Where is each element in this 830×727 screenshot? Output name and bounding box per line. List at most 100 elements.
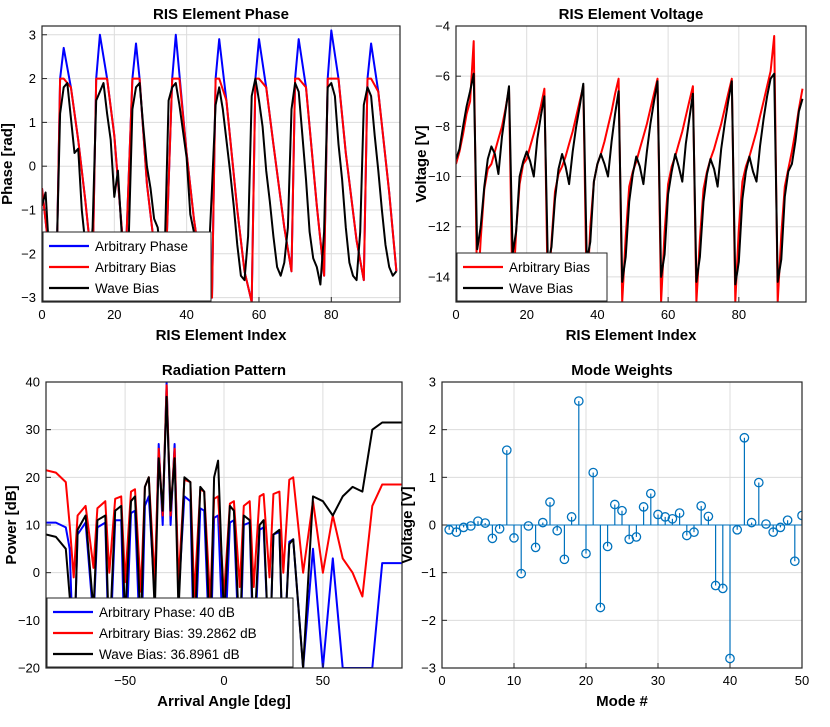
stem-marker bbox=[537, 517, 548, 528]
x-tick-label: −50 bbox=[114, 673, 136, 688]
y-tick-label: 3 bbox=[29, 27, 36, 42]
x-axis-label: Arrival Angle [deg] bbox=[157, 693, 291, 710]
chart-title: RIS Element Phase bbox=[153, 6, 289, 23]
y-tick-label: 1 bbox=[29, 115, 36, 130]
legend: Arbitrary Bias Wave Bias bbox=[456, 252, 608, 302]
x-tick-label: 80 bbox=[732, 307, 746, 322]
legend-label: Arbitrary Phase: 40 dB bbox=[99, 605, 235, 620]
x-tick-label: 40 bbox=[590, 307, 604, 322]
stem-marker bbox=[689, 527, 699, 538]
y-tick-label: −10 bbox=[18, 613, 40, 628]
stem-marker bbox=[566, 512, 577, 522]
stem-marker bbox=[573, 396, 584, 406]
stem-marker bbox=[588, 467, 599, 478]
stem-marker bbox=[703, 511, 714, 522]
y-tick-label: 2 bbox=[429, 422, 436, 437]
stem-marker bbox=[660, 512, 671, 522]
y-tick-label: −3 bbox=[21, 290, 36, 305]
stem-marker bbox=[753, 477, 764, 488]
stem-marker bbox=[552, 525, 563, 536]
stem-marker bbox=[638, 502, 649, 512]
axes-box bbox=[41, 25, 401, 303]
stem-marker bbox=[782, 515, 793, 526]
x-tick-label: 60 bbox=[252, 307, 266, 322]
y-tick-label: −6 bbox=[435, 69, 450, 84]
stem-marker bbox=[523, 521, 534, 531]
stem-marker bbox=[696, 501, 707, 511]
y-tick-label: 0 bbox=[29, 159, 36, 174]
x-axis-label: RIS Element Index bbox=[156, 327, 288, 344]
stem-marker bbox=[732, 524, 743, 535]
stem-marker bbox=[516, 568, 527, 579]
series-group bbox=[442, 396, 802, 664]
stem-marker bbox=[739, 432, 750, 443]
y-tick-label: −1 bbox=[421, 565, 436, 580]
x-tick-label: 50 bbox=[795, 673, 809, 688]
x-axis-label: Mode # bbox=[596, 693, 648, 710]
x-tick-label: 60 bbox=[661, 307, 675, 322]
x-tick-label: 30 bbox=[651, 673, 665, 688]
y-tick-label: 2 bbox=[29, 71, 36, 86]
legend-box bbox=[456, 252, 608, 302]
y-tick-label: −8 bbox=[435, 119, 450, 134]
y-tick-label: −3 bbox=[421, 661, 436, 676]
x-axis-label: RIS Element Index bbox=[566, 327, 698, 344]
stem-marker bbox=[494, 523, 505, 534]
y-tick-label: −14 bbox=[428, 269, 450, 284]
stem-marker bbox=[761, 519, 771, 529]
stem-marker bbox=[674, 508, 685, 518]
stem-marker bbox=[480, 518, 491, 528]
y-tick-label: −2 bbox=[421, 613, 436, 628]
legend-label: Wave Bias: 36.8961 dB bbox=[99, 647, 240, 662]
legend-label: Wave Bias bbox=[95, 281, 159, 296]
y-axis-label: Voltage [V] bbox=[413, 125, 430, 202]
stem-marker bbox=[617, 505, 627, 516]
stem-marker bbox=[645, 488, 656, 499]
legend-label: Arbitrary Bias bbox=[509, 260, 590, 275]
y-tick-label: 20 bbox=[26, 470, 40, 485]
legend: Arbitrary Phase Arbitrary Bias Wave Bias bbox=[42, 231, 212, 302]
stem-marker bbox=[768, 527, 779, 538]
chart-pattern: −50 0 50 −20 −10 0 10 20 30 40 Radiation Pattern Ar… bbox=[3, 362, 403, 710]
x-tick-label: 40 bbox=[723, 673, 737, 688]
stem-marker bbox=[581, 548, 591, 559]
stem-marker bbox=[487, 533, 498, 544]
y-tick-label: −20 bbox=[18, 661, 40, 676]
stem-marker bbox=[609, 499, 620, 510]
stem-marker bbox=[465, 521, 476, 531]
legend-label: Arbitrary Phase bbox=[95, 239, 188, 254]
x-tick-label: 50 bbox=[316, 673, 330, 688]
stem-marker bbox=[789, 556, 800, 567]
y-tick-label: −2 bbox=[21, 246, 36, 261]
y-tick-label: 40 bbox=[26, 375, 40, 390]
x-tick-label: 0 bbox=[438, 673, 445, 688]
chart-voltage: 0 20 40 60 80 −14 −12 −10 −8 −6 −4 RIS Element Volt… bbox=[413, 6, 807, 344]
series-group bbox=[42, 29, 398, 302]
x-tick-label: 20 bbox=[107, 307, 121, 322]
stem-marker bbox=[530, 542, 541, 553]
x-tick-label: 0 bbox=[452, 307, 459, 322]
stem-marker bbox=[602, 541, 613, 552]
series-line-1 bbox=[42, 77, 398, 302]
y-tick-label: −4 bbox=[435, 19, 450, 34]
chart-title: Radiation Pattern bbox=[162, 362, 286, 379]
x-tick-label: 20 bbox=[519, 307, 533, 322]
chart-title: Mode Weights bbox=[571, 362, 672, 379]
y-tick-label: 0 bbox=[429, 518, 436, 533]
y-tick-label: −1 bbox=[21, 203, 36, 218]
x-tick-label: 40 bbox=[179, 307, 193, 322]
chart-modes: 0 10 20 30 40 50 −3 −2 −1 0 1 2 3 Mode Weights Mode # V… bbox=[399, 362, 809, 710]
y-tick-label: 30 bbox=[26, 422, 40, 437]
stem-marker bbox=[746, 517, 757, 528]
legend: Arbitrary Phase: 40 dB Arbitrary Bias: 39… bbox=[46, 597, 294, 668]
stem-marker bbox=[559, 554, 570, 565]
x-tick-label: 80 bbox=[324, 307, 338, 322]
stem-marker bbox=[775, 522, 786, 533]
stem-marker bbox=[545, 497, 555, 507]
y-tick-label: −10 bbox=[428, 169, 450, 184]
chart-phase: 0 20 40 60 80 −3 −2 −1 0 1 2 3 RIS Element Phase RIS … bbox=[0, 6, 401, 344]
y-tick-label: 0 bbox=[33, 565, 40, 580]
y-axis-label: Phase [rad] bbox=[0, 123, 16, 205]
stem-marker bbox=[451, 527, 462, 538]
